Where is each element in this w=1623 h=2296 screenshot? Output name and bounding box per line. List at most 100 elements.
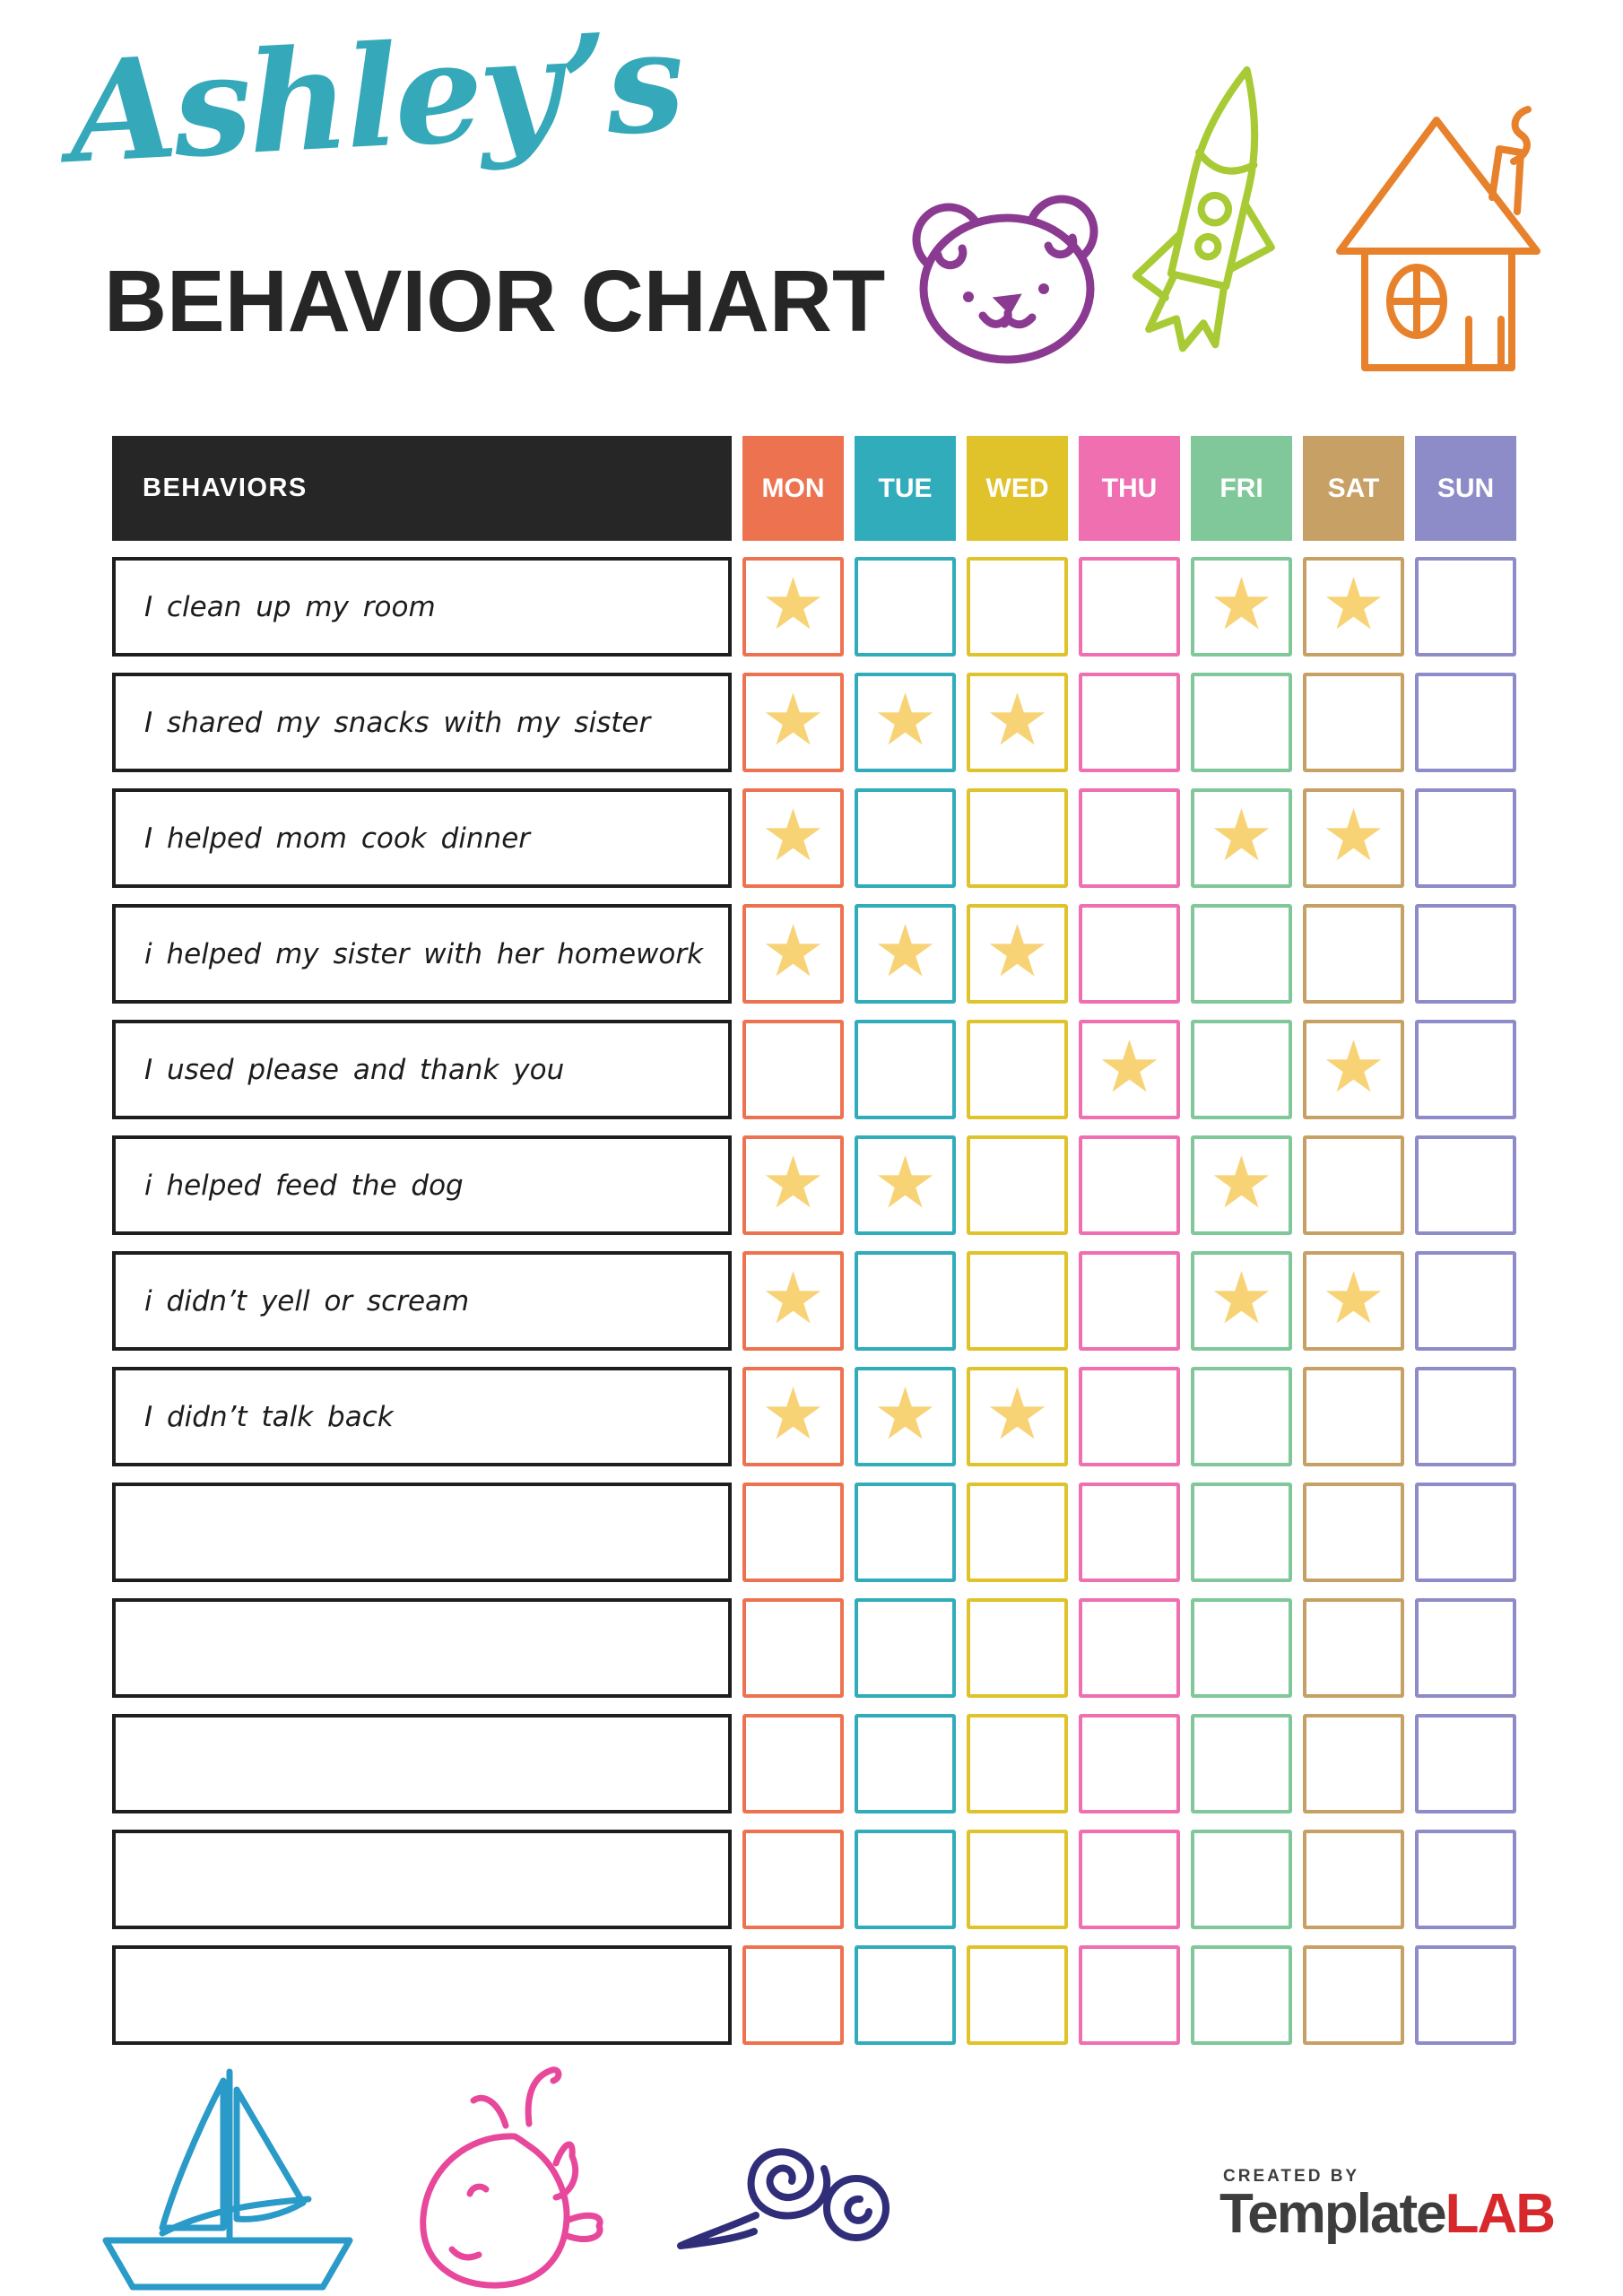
star-cell-fri-row9 xyxy=(1191,1483,1292,1582)
star-cell-sat-row5: ★ xyxy=(1303,1020,1404,1119)
star-cell-tue-row5 xyxy=(855,1020,956,1119)
sailboat-icon xyxy=(102,2068,353,2291)
star-cell-thu-row7 xyxy=(1079,1251,1180,1351)
star-cell-tue-row7 xyxy=(855,1251,956,1351)
star-cell-sun-row11 xyxy=(1415,1714,1516,1813)
star-cell-mon-row12 xyxy=(742,1830,844,1929)
star-cell-mon-row2: ★ xyxy=(742,673,844,772)
star-cell-fri-row1: ★ xyxy=(1191,557,1292,657)
star-cell-mon-row9 xyxy=(742,1483,844,1582)
star-icon: ★ xyxy=(872,677,938,761)
star-icon: ★ xyxy=(760,1256,826,1340)
star-icon: ★ xyxy=(1209,561,1274,646)
star-cell-wed-row8: ★ xyxy=(967,1367,1068,1466)
star-cell-sat-row10 xyxy=(1303,1598,1404,1698)
behaviors-column-header: BEHAVIORS xyxy=(112,436,732,541)
star-cell-fri-row5 xyxy=(1191,1020,1292,1119)
logo-wordmark: TemplateLAB xyxy=(1219,2187,1556,2242)
star-cell-wed-row6 xyxy=(967,1135,1068,1235)
star-cell-thu-row1 xyxy=(1079,557,1180,657)
star-cell-wed-row12 xyxy=(967,1830,1068,1929)
star-cell-tue-row4: ★ xyxy=(855,904,956,1004)
star-cell-wed-row5 xyxy=(967,1020,1068,1119)
star-icon: ★ xyxy=(985,1371,1050,1456)
behavior-label: I helped mom cook dinner xyxy=(112,788,732,888)
behavior-label xyxy=(112,1945,732,2045)
rocket-icon xyxy=(1132,65,1275,352)
page-title: BEHAVIOR CHART xyxy=(104,252,886,350)
day-header-wed: WED xyxy=(967,436,1068,541)
star-icon: ★ xyxy=(760,909,826,993)
bear-icon xyxy=(912,195,1098,364)
star-cell-tue-row3 xyxy=(855,788,956,888)
star-icon: ★ xyxy=(1321,561,1386,646)
star-cell-mon-row7: ★ xyxy=(742,1251,844,1351)
star-icon: ★ xyxy=(985,909,1050,993)
behavior-label: I shared my snacks with my sister xyxy=(112,673,732,772)
star-icon: ★ xyxy=(1321,1256,1386,1340)
star-cell-sat-row4 xyxy=(1303,904,1404,1004)
star-icon: ★ xyxy=(872,1140,938,1224)
star-icon: ★ xyxy=(1097,1024,1162,1109)
star-cell-tue-row9 xyxy=(855,1483,956,1582)
star-cell-fri-row2 xyxy=(1191,673,1292,772)
star-icon: ★ xyxy=(985,677,1050,761)
star-cell-wed-row7 xyxy=(967,1251,1068,1351)
star-cell-tue-row2: ★ xyxy=(855,673,956,772)
star-cell-sat-row6 xyxy=(1303,1135,1404,1235)
day-header-sun: SUN xyxy=(1415,436,1516,541)
day-header-tue: TUE xyxy=(855,436,956,541)
star-cell-sat-row13 xyxy=(1303,1945,1404,2045)
star-icon: ★ xyxy=(760,561,826,646)
star-cell-fri-row8 xyxy=(1191,1367,1292,1466)
star-icon: ★ xyxy=(1209,1256,1274,1340)
star-cell-thu-row8 xyxy=(1079,1367,1180,1466)
logo-lab-text: LAB xyxy=(1445,2183,1556,2245)
behavior-label xyxy=(112,1714,732,1813)
star-icon: ★ xyxy=(1209,1140,1274,1224)
child-name-title: Ashley’s xyxy=(65,0,685,195)
behavior-table: BEHAVIORS MON TUE WED THU FRI SAT SUN I clean u… xyxy=(112,436,1516,2045)
star-cell-wed-row10 xyxy=(967,1598,1068,1698)
star-cell-sun-row5 xyxy=(1415,1020,1516,1119)
behavior-label xyxy=(112,1598,732,1698)
star-cell-sat-row2 xyxy=(1303,673,1404,772)
star-cell-fri-row13 xyxy=(1191,1945,1292,2045)
star-cell-mon-row6: ★ xyxy=(742,1135,844,1235)
star-cell-thu-row6 xyxy=(1079,1135,1180,1235)
star-cell-thu-row3 xyxy=(1079,788,1180,888)
star-cell-thu-row2 xyxy=(1079,673,1180,772)
star-cell-mon-row4: ★ xyxy=(742,904,844,1004)
star-cell-sat-row12 xyxy=(1303,1830,1404,1929)
star-icon: ★ xyxy=(760,793,826,877)
star-cell-sun-row9 xyxy=(1415,1483,1516,1582)
behavior-label: i helped my sister with her homework xyxy=(112,904,732,1004)
snail-icon xyxy=(677,2148,890,2249)
star-cell-mon-row3: ★ xyxy=(742,788,844,888)
star-cell-sun-row12 xyxy=(1415,1830,1516,1929)
star-icon: ★ xyxy=(760,1140,826,1224)
star-cell-sun-row7 xyxy=(1415,1251,1516,1351)
star-cell-fri-row12 xyxy=(1191,1830,1292,1929)
star-cell-mon-row13 xyxy=(742,1945,844,2045)
star-cell-sun-row6 xyxy=(1415,1135,1516,1235)
star-cell-fri-row4 xyxy=(1191,904,1292,1004)
behavior-label: I clean up my room xyxy=(112,557,732,657)
behavior-label: i didn’t yell or scream xyxy=(112,1251,732,1351)
star-cell-wed-row3 xyxy=(967,788,1068,888)
star-icon: ★ xyxy=(760,1371,826,1456)
star-cell-thu-row10 xyxy=(1079,1598,1180,1698)
star-icon: ★ xyxy=(760,677,826,761)
star-cell-fri-row11 xyxy=(1191,1714,1292,1813)
star-cell-tue-row6: ★ xyxy=(855,1135,956,1235)
star-cell-thu-row12 xyxy=(1079,1830,1180,1929)
star-cell-sun-row3 xyxy=(1415,788,1516,888)
logo-template-text: Template xyxy=(1219,2183,1447,2245)
star-cell-sun-row1 xyxy=(1415,557,1516,657)
star-cell-tue-row1 xyxy=(855,557,956,657)
templatelab-logo: CREATED BY TemplateLAB xyxy=(1219,2167,1556,2242)
star-cell-thu-row11 xyxy=(1079,1714,1180,1813)
behavior-label xyxy=(112,1830,732,1929)
behavior-label: I used please and thank you xyxy=(112,1020,732,1119)
